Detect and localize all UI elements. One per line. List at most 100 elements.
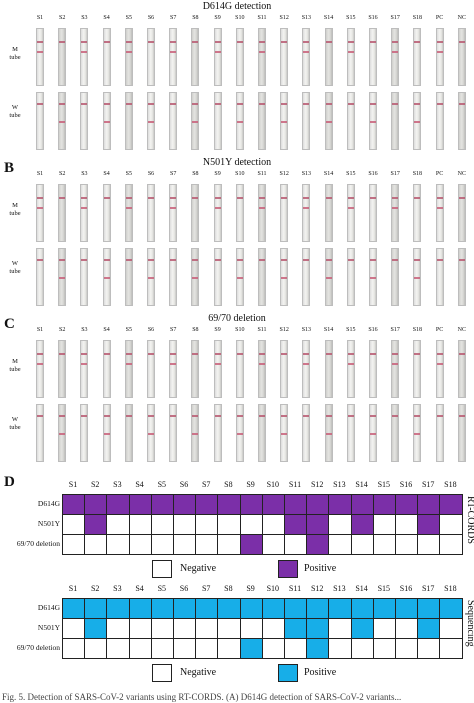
test-band (192, 433, 199, 435)
w-tube-label: W tube (9, 104, 21, 119)
control-band (170, 41, 177, 43)
control-band (414, 197, 421, 199)
column-header: S13 (333, 584, 346, 593)
control-band (259, 415, 265, 417)
test-band (81, 363, 88, 365)
sample-label: S15 (346, 171, 356, 177)
rt-cords-cell (150, 514, 174, 535)
sample-label: NC (457, 171, 466, 177)
sample-label: S15 (346, 15, 356, 21)
column-header: S8 (224, 480, 233, 489)
control-band (458, 103, 465, 105)
control-band (214, 415, 221, 417)
sample-label: S2 (59, 327, 66, 333)
legend-negative-box (152, 560, 172, 578)
control-band (281, 41, 288, 43)
control-band (414, 41, 421, 43)
sample-label: S10 (235, 327, 245, 333)
sample-label: S14 (323, 15, 334, 21)
w-tube-strip (280, 248, 289, 306)
control-band (370, 41, 376, 43)
sequencing-cell (217, 598, 241, 619)
rt-cords-cell (239, 534, 263, 555)
control-band (325, 103, 332, 105)
m-tube-strip (346, 340, 355, 398)
sample-label: S14 (323, 327, 334, 333)
w-tube-strip (147, 92, 155, 150)
control-band (325, 41, 332, 43)
w-tube-strip (457, 404, 466, 462)
rt-cords-cell (328, 514, 352, 535)
sequencing-cell (261, 598, 285, 619)
rt-cords-cell (106, 494, 130, 515)
m-tube-strip (36, 28, 44, 86)
m-tube-strip (435, 184, 444, 242)
m-tube-strip (435, 340, 444, 398)
test-band (347, 363, 354, 365)
sample-label: S7 (170, 15, 177, 21)
sequencing-cell (350, 618, 374, 639)
sequencing-cell (150, 598, 174, 619)
sequencing-cell (417, 638, 441, 659)
m-tube-strip (369, 340, 377, 398)
control-band (259, 103, 265, 105)
control-band (370, 259, 376, 261)
legend-positive-box (278, 560, 298, 578)
rt-cords-cell (372, 514, 396, 535)
m-tube-strip (169, 184, 178, 242)
sample-label: S8 (192, 171, 199, 177)
m-tube-strip (391, 340, 400, 398)
rt-cords-cell (84, 534, 108, 555)
sample-label: S8 (192, 15, 199, 21)
m-tube-strip (147, 28, 155, 86)
test-band (259, 51, 265, 53)
test-band (59, 433, 66, 435)
sample-label: S7 (170, 327, 177, 333)
w-tube-strip (213, 92, 222, 150)
sequencing-cell (328, 618, 352, 639)
w-tube-strip (302, 248, 311, 306)
rt-cords-cell (128, 514, 152, 535)
sequencing-cell (239, 598, 263, 619)
control-band (37, 41, 43, 43)
column-header: S15 (377, 480, 391, 489)
control-band (281, 103, 288, 105)
test-band (414, 277, 421, 279)
m-tube-strip (124, 28, 133, 86)
w-tube-strip (346, 404, 355, 462)
test-band (103, 121, 110, 123)
column-header: S6 (179, 584, 189, 593)
m-tube-strip (324, 28, 333, 86)
test-band (81, 207, 88, 209)
test-band (281, 433, 288, 435)
w-tube-strip (391, 404, 400, 462)
control-band (192, 41, 199, 43)
w-tube-strip (58, 404, 67, 462)
rt-cords-cell (439, 534, 463, 555)
control-band (392, 259, 399, 261)
m-tube-strip (324, 184, 333, 242)
rt-cords-cell (328, 534, 352, 555)
m-tube-strip (369, 184, 377, 242)
m-tube-strip (213, 28, 222, 86)
column-header: S2 (90, 584, 100, 593)
w-tube-strip (369, 92, 377, 150)
control-band (236, 41, 243, 43)
sample-label: S3 (81, 327, 88, 333)
column-header: S7 (201, 584, 211, 593)
m-tube-strip (80, 28, 89, 86)
sample-label: S4 (103, 327, 110, 333)
sequencing-cell (261, 618, 285, 639)
m-tube-strip (124, 340, 133, 398)
sequencing-cell (173, 598, 197, 619)
test-band (37, 363, 43, 365)
row-label: D614G (37, 499, 60, 508)
rt-cords-cell (439, 494, 463, 515)
sample-label: S11 (257, 171, 267, 177)
control-band (59, 415, 66, 417)
control-band (458, 41, 465, 43)
control-band (103, 103, 110, 105)
rt-cords-side-label: RT-CORDS (464, 496, 474, 544)
column-header: S15 (377, 584, 391, 593)
w-tube-strip (302, 404, 311, 462)
